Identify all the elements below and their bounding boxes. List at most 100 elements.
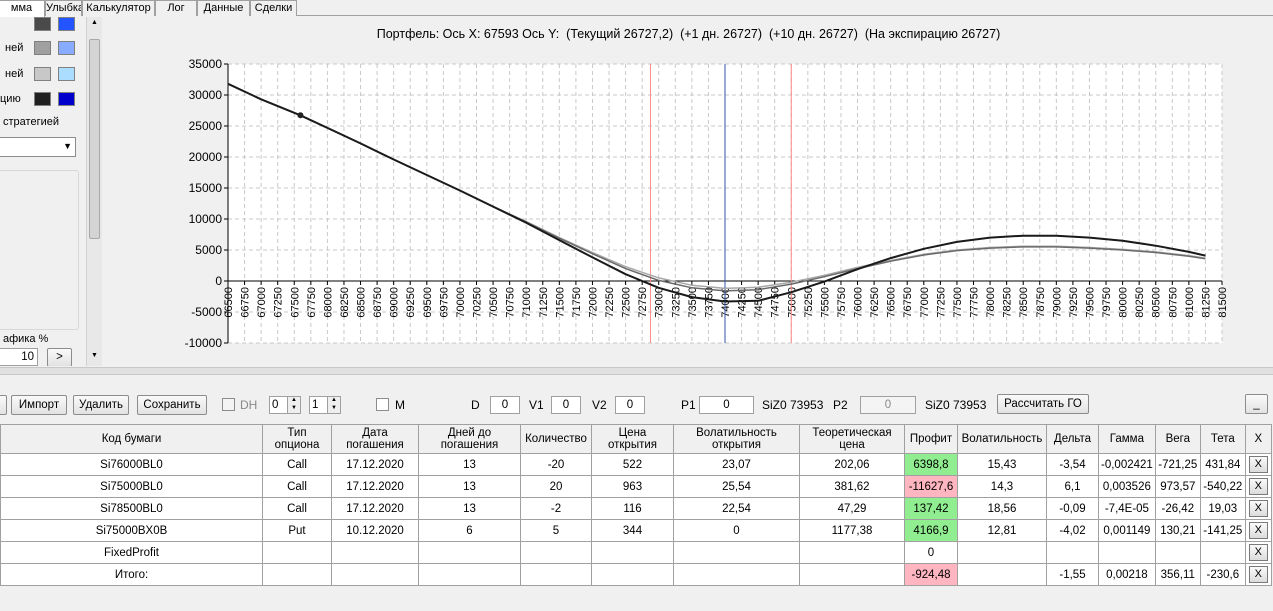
column-header[interactable]: Гамма: [1098, 424, 1156, 454]
table-cell[interactable]: 13: [418, 453, 521, 476]
import-button[interactable]: Импорт: [11, 395, 67, 415]
table-cell[interactable]: 6: [418, 519, 521, 542]
table-cell[interactable]: -20: [520, 453, 592, 476]
table-cell[interactable]: 1177,38: [799, 519, 905, 542]
table-cell[interactable]: 6,1: [1046, 475, 1099, 498]
table-cell[interactable]: [673, 563, 800, 586]
profit-cell[interactable]: 6398,8: [904, 453, 958, 476]
table-row[interactable]: Si75000BL0 Call 17.12.2020 13 20 963 25,54 381,…: [0, 475, 1272, 498]
tab-deals[interactable]: Сделки: [250, 0, 297, 16]
table-cell[interactable]: 0: [673, 519, 800, 542]
table-cell[interactable]: 15,43: [957, 453, 1047, 476]
table-cell[interactable]: 522: [591, 453, 674, 476]
scroll-up-icon[interactable]: ▲: [91, 19, 98, 26]
table-cell[interactable]: Si75000BL0: [0, 475, 263, 498]
table-cell[interactable]: 47,29: [799, 497, 905, 520]
table-cell[interactable]: [262, 563, 332, 586]
table-cell[interactable]: 0,00218: [1098, 563, 1156, 586]
splitter[interactable]: [0, 367, 1273, 375]
table-cell[interactable]: [957, 541, 1047, 564]
table-cell[interactable]: Call: [262, 497, 332, 520]
color-swatch[interactable]: [58, 17, 75, 31]
column-header[interactable]: Дней до погашения: [418, 424, 521, 454]
table-cell[interactable]: Итого:: [0, 563, 263, 586]
percent-input[interactable]: 10: [0, 348, 38, 366]
table-cell[interactable]: [1046, 541, 1099, 564]
table-cell[interactable]: 25,54: [673, 475, 800, 498]
table-cell[interactable]: 17.12.2020: [331, 497, 419, 520]
table-cell[interactable]: 23,07: [673, 453, 800, 476]
table-cell[interactable]: -540,22: [1199, 475, 1246, 498]
table-cell[interactable]: 18,56: [957, 497, 1047, 520]
column-header[interactable]: Количество: [520, 424, 592, 454]
strategy-dropdown[interactable]: ▼: [0, 137, 76, 157]
profit-cell[interactable]: 137,42: [904, 497, 958, 520]
table-cell[interactable]: [418, 541, 521, 564]
table-cell[interactable]: [520, 563, 592, 586]
table-cell[interactable]: 13: [418, 497, 521, 520]
column-header[interactable]: Теоретическая цена: [799, 424, 905, 454]
table-cell[interactable]: [673, 541, 800, 564]
profit-cell[interactable]: 4166,9: [904, 519, 958, 542]
table-cell[interactable]: 130,21: [1154, 519, 1201, 542]
table-cell[interactable]: 12,81: [957, 519, 1047, 542]
table-cell[interactable]: Si76000BL0: [0, 453, 263, 476]
table-cell[interactable]: -0,09: [1046, 497, 1099, 520]
tab-calculator[interactable]: Калькулятор: [82, 0, 155, 16]
table-cell[interactable]: 202,06: [799, 453, 905, 476]
table-cell[interactable]: [1098, 541, 1156, 564]
table-cell[interactable]: [418, 563, 521, 586]
table-cell[interactable]: 14,3: [957, 475, 1047, 498]
delete-row-button[interactable]: X: [1248, 544, 1268, 561]
percent-apply-button[interactable]: >: [47, 348, 72, 366]
table-cell[interactable]: Call: [262, 453, 332, 476]
table-cell[interactable]: [799, 563, 905, 586]
tab-log[interactable]: Лог: [155, 0, 197, 16]
dh-checkbox[interactable]: [222, 398, 235, 411]
delete-button[interactable]: Удалить: [73, 395, 129, 415]
table-cell[interactable]: 19,03: [1199, 497, 1246, 520]
m-checkbox[interactable]: [376, 398, 389, 411]
tab-data[interactable]: Данные: [197, 0, 250, 16]
table-cell[interactable]: -721,25: [1154, 453, 1201, 476]
profit-cell[interactable]: 0: [904, 541, 958, 564]
spin-up-icon[interactable]: ▲: [327, 397, 340, 405]
table-cell[interactable]: 431,84: [1199, 453, 1246, 476]
table-cell[interactable]: [331, 541, 419, 564]
column-header[interactable]: Код бумаги: [0, 424, 263, 454]
table-row[interactable]: Si75000BX0B Put 10.12.2020 6 5 344 0 1177,38 416…: [0, 519, 1272, 542]
calculate-margin-button[interactable]: Рассчитать ГО: [997, 394, 1089, 414]
table-cell[interactable]: [520, 541, 592, 564]
table-cell[interactable]: Si75000BX0B: [0, 519, 263, 542]
table-cell[interactable]: 0,003526: [1098, 475, 1156, 498]
table-cell[interactable]: Si78500BL0: [0, 497, 263, 520]
table-cell[interactable]: 963: [591, 475, 674, 498]
delete-row-button[interactable]: X: [1248, 566, 1268, 583]
column-header[interactable]: Дата погашения: [331, 424, 419, 454]
color-swatch[interactable]: [34, 17, 51, 31]
table-cell[interactable]: -7,4E-05: [1098, 497, 1156, 520]
table-cell[interactable]: [591, 541, 674, 564]
spin-down-icon[interactable]: ▼: [287, 405, 300, 413]
column-header[interactable]: Тип опциона: [262, 424, 332, 454]
table-cell[interactable]: 17.12.2020: [331, 475, 419, 498]
color-swatch[interactable]: [34, 67, 51, 81]
table-cell[interactable]: [1199, 541, 1246, 564]
delete-row-button[interactable]: X: [1248, 500, 1268, 517]
dh-spinner-1[interactable]: 0 ▲ ▼: [269, 396, 301, 414]
dh-spinner-2[interactable]: 1 ▲ ▼: [309, 396, 341, 414]
table-cell[interactable]: -4,02: [1046, 519, 1099, 542]
table-cell[interactable]: 5: [520, 519, 592, 542]
table-cell[interactable]: 973,57: [1154, 475, 1201, 498]
table-cell[interactable]: 13: [418, 475, 521, 498]
table-cell[interactable]: -141,25: [1199, 519, 1246, 542]
column-header[interactable]: Волатильность открытия: [673, 424, 800, 454]
column-header[interactable]: Профит: [904, 424, 958, 454]
v1-input[interactable]: 0: [551, 396, 581, 414]
column-header[interactable]: X: [1244, 424, 1272, 454]
v2-input[interactable]: 0: [615, 396, 645, 414]
profit-cell[interactable]: -11627,6: [904, 475, 958, 498]
save-button[interactable]: Сохранить: [137, 395, 207, 415]
table-cell[interactable]: 356,11: [1154, 563, 1201, 586]
table-cell[interactable]: Call: [262, 475, 332, 498]
